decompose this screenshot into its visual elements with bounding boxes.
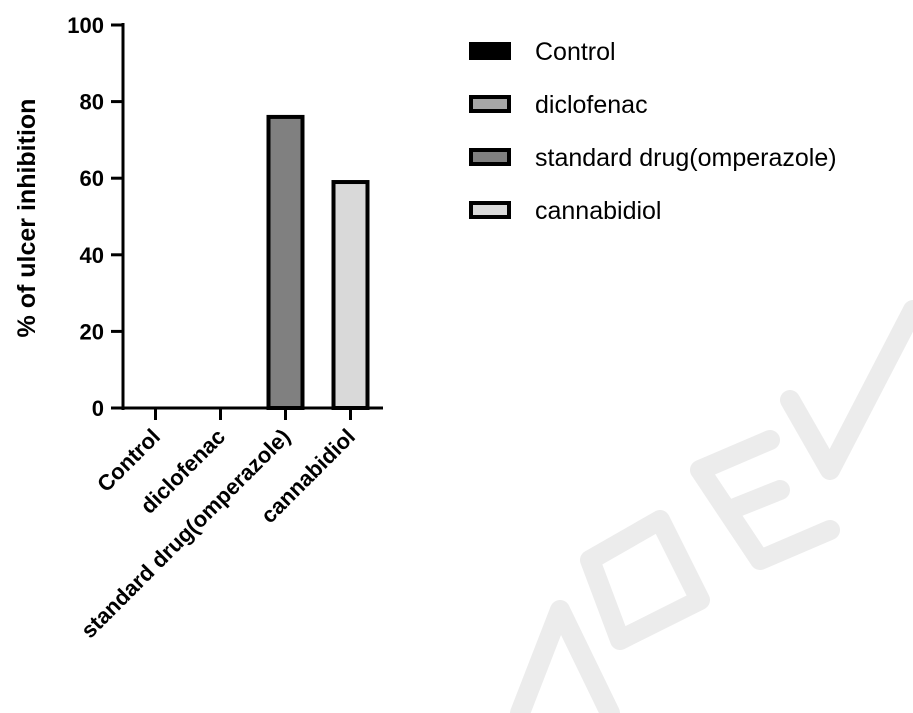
bar <box>331 180 370 410</box>
y-tick-label: 80 <box>80 90 104 115</box>
legend-label: diclofenac <box>535 91 648 119</box>
y-tick-label: 60 <box>80 166 104 191</box>
legend-swatch <box>469 95 511 113</box>
legend-swatch <box>469 201 511 219</box>
y-tick-label: 0 <box>92 396 104 421</box>
legend-swatch <box>469 42 511 60</box>
legend-label: cannabidiol <box>535 197 662 225</box>
legend-item: diclofenac <box>469 91 648 119</box>
watermark <box>510 300 913 713</box>
y-axis: 0 20 40 60 80 100 <box>67 13 125 421</box>
y-axis-title: % of ulcer inhibition <box>13 99 41 338</box>
bar <box>266 114 305 410</box>
y-tick-label: 100 <box>67 13 104 38</box>
legend-label: Control <box>535 38 616 66</box>
legend-item: Control <box>469 38 616 66</box>
y-tick-label: 40 <box>80 243 104 268</box>
legend-label: standard drug(omperazole) <box>535 144 837 172</box>
legend-swatch <box>469 148 511 166</box>
legend-item: standard drug(omperazole) <box>469 144 837 172</box>
legend-item: cannabidiol <box>469 197 662 225</box>
bars <box>266 114 370 410</box>
y-tick-label: 20 <box>80 319 104 344</box>
legend: Control diclofenac standard drug(omperazol… <box>469 38 837 225</box>
